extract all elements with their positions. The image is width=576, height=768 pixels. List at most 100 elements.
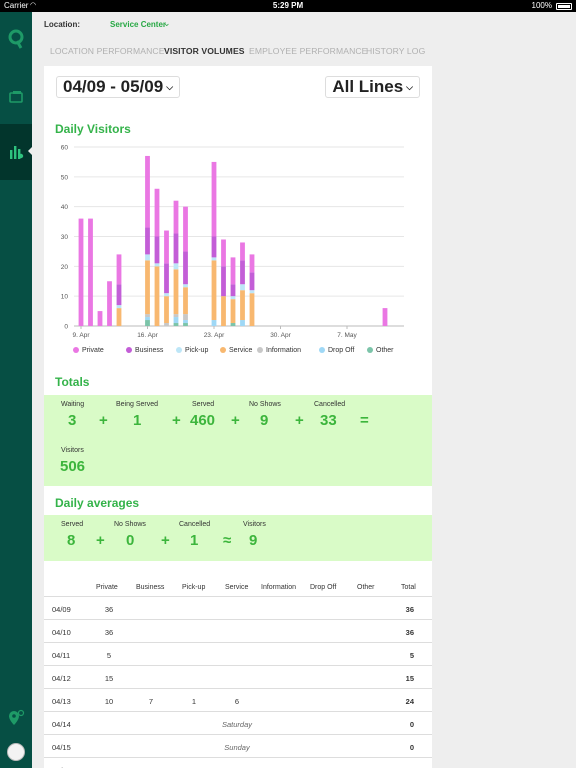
col-header-dropoff: Drop Off (310, 584, 337, 591)
bar-segment-business (240, 260, 245, 285)
no-shows-label: No Shows (249, 401, 281, 408)
location-selector[interactable]: Service Center (110, 20, 167, 29)
bar-segment-private (145, 155, 150, 228)
tab-bar: LOCATION PERFORMANCE VISITOR VOLUMES EMP… (32, 40, 432, 62)
row-date: 04/12 (52, 674, 71, 683)
date-range-value: 04/09 - 05/09 (63, 77, 164, 96)
sidebar-item-statistics[interactable] (0, 124, 33, 180)
avg-cancelled-label: Cancelled (179, 521, 211, 528)
table-row[interactable]: 04/15 Sunday 0 (44, 734, 432, 757)
y-tick-label: 30 (61, 234, 69, 241)
row-total: 36 (405, 605, 414, 614)
col-header-total: Total (401, 584, 416, 591)
bar-segment-pick-up (249, 290, 255, 294)
bar-segment-pick-up (145, 254, 150, 261)
status-bar: Carrier ◠ 5:29 PM 100% (0, 0, 576, 12)
legend-item[interactable]: Information (257, 347, 301, 354)
legend-label: Business (135, 347, 164, 354)
date-range-picker[interactable]: 04/09 - 05/09 ⌵ (56, 76, 181, 98)
plus-sign: + (96, 532, 105, 549)
cell-dropoff: 1 (321, 766, 325, 768)
row-date: 04/14 (52, 720, 71, 729)
table-row[interactable]: 04/09 36 36 (44, 596, 432, 619)
bar-segment-private (173, 200, 179, 234)
y-tick-label: 40 (61, 204, 69, 211)
row-weekday-note: Sunday (224, 743, 250, 752)
table-row[interactable]: 04/10 36 36 (44, 619, 432, 642)
tab-history-log[interactable]: HISTORY LOG (366, 46, 426, 56)
y-tick-label: 20 (61, 264, 69, 271)
row-total: 0 (409, 720, 414, 729)
bar-segment-service (173, 269, 179, 315)
col-header-business: Business (136, 584, 165, 591)
tab-visitor-volumes[interactable]: VISITOR VOLUMES (164, 46, 245, 56)
sidebar-item-profile[interactable] (0, 740, 32, 764)
table-row[interactable]: 04/14 Saturday 0 (44, 711, 432, 734)
bar-segment-private (211, 161, 217, 237)
bar-segment-pick-up (211, 257, 217, 261)
bar-segment-pick-up (164, 293, 169, 297)
chevron-down-icon[interactable]: ⌄ (163, 18, 171, 28)
tab-location-performance[interactable]: LOCATION PERFORMANCE (50, 46, 165, 56)
row-date: 04/13 (52, 697, 71, 706)
cell-private: 24 (105, 766, 113, 768)
bar-segment-private (116, 254, 122, 285)
avg-served-label: Served (61, 521, 84, 528)
bar-segment-private (382, 308, 388, 326)
bar-segment-business (145, 227, 150, 255)
bar-segment-private (240, 242, 245, 261)
legend-item[interactable]: Business (126, 347, 163, 354)
bar-segment-service (183, 287, 188, 315)
legend-item[interactable]: Other (367, 347, 394, 354)
bar-segment-business (249, 272, 255, 291)
col-header-information: Information (261, 584, 297, 591)
waiting-label: Waiting (61, 401, 85, 408)
y-tick-label: 60 (61, 145, 69, 152)
bar-chart-icon (10, 146, 24, 159)
sidebar-item-location-settings[interactable] (0, 706, 32, 730)
row-total: 36 (405, 628, 414, 637)
avg-visitors-value: 9 (249, 532, 258, 549)
row-total: 15 (405, 674, 414, 683)
row-weekday-note: Saturday (221, 720, 253, 729)
bar-segment-service (164, 296, 169, 324)
x-tick-label: 7. May (337, 332, 357, 339)
chevron-down-icon: ⌵ (406, 81, 413, 92)
bar-segment-pick-up (173, 263, 179, 270)
table-row[interactable]: 04/11 5 5 (44, 642, 432, 665)
table-row[interactable]: 04/13 10 7 1 6 24 (44, 688, 432, 711)
bar-segment-service (211, 260, 217, 321)
being-served-label: Being Served (116, 401, 159, 408)
cell-business: 7 (148, 697, 154, 706)
bar-segment-service (230, 299, 236, 324)
legend-item[interactable]: Pick-up (176, 347, 208, 354)
sidebar-item-home[interactable] (0, 24, 32, 54)
legend-swatch (220, 347, 226, 353)
bar-segment-private (154, 188, 160, 237)
visitors-label: Visitors (61, 447, 84, 454)
location-header: Location: Service Center ⌄ (32, 12, 576, 36)
bar-segment-business (211, 236, 217, 258)
col-header-other: Other (357, 584, 375, 591)
legend-item[interactable]: Drop Off (319, 347, 354, 354)
legend-swatch (126, 347, 132, 353)
legend-item[interactable]: Private (73, 347, 104, 354)
table-row[interactable]: 04/12 15 15 (44, 665, 432, 688)
legend-label: Information (266, 347, 302, 354)
legend-item[interactable]: Service (220, 347, 252, 354)
x-tick-label: 9. Apr (73, 332, 91, 339)
bar-segment-business (116, 284, 122, 306)
avg-no-shows-value: 0 (126, 532, 135, 549)
lines-picker[interactable]: All Lines ⌵ (325, 76, 420, 98)
cell-service: 6 (234, 697, 240, 706)
table-row[interactable]: 04/16 24 9 2 18 1 1 2 57 (44, 757, 432, 768)
served-label: Served (192, 401, 215, 408)
tab-employee-performance[interactable]: EMPLOYEE PERFORMANCE (249, 46, 368, 56)
bar-segment-private (230, 257, 236, 285)
visitors-value: 506 (60, 458, 86, 475)
row-date: 04/11 (52, 651, 71, 660)
equals-sign: = (360, 412, 369, 429)
bar-segment-business (230, 284, 236, 297)
sidebar-item-tickets[interactable] (0, 82, 32, 112)
daily-averages-title: Daily averages (55, 496, 140, 510)
